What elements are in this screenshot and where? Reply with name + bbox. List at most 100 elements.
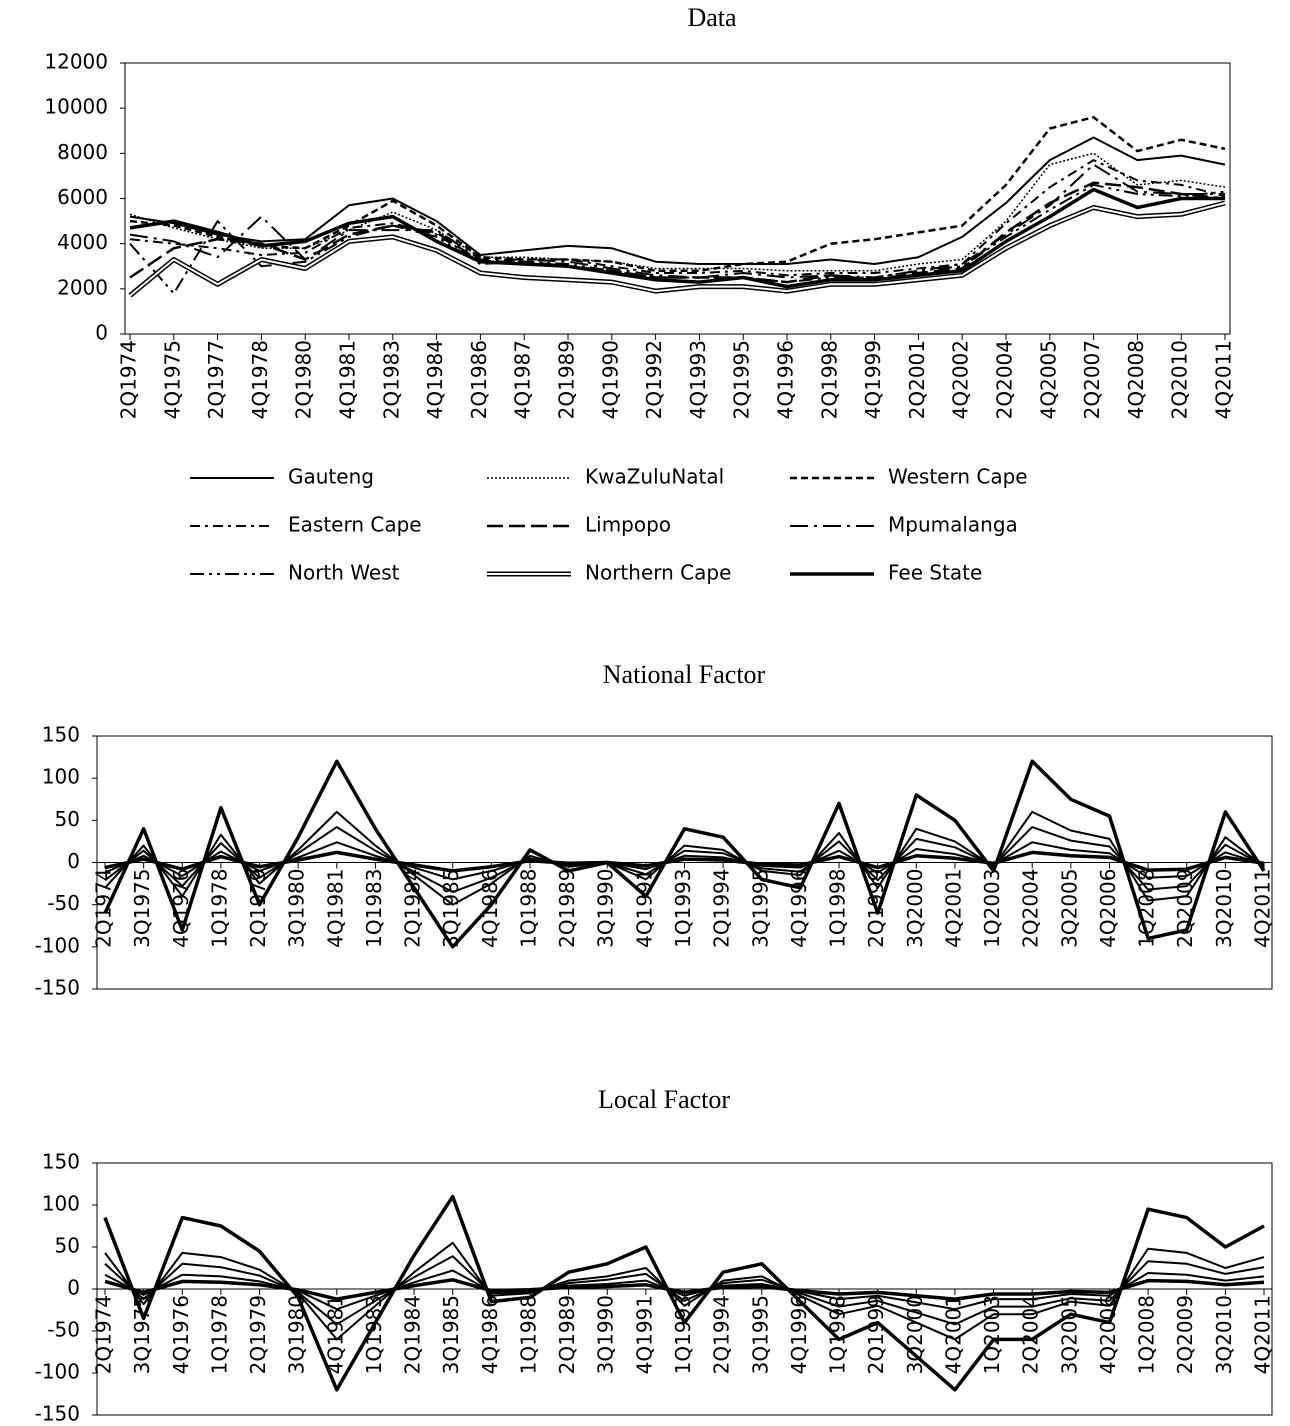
y-tick-label: -100 — [35, 1360, 80, 1384]
x-tick-label: 2Q1998 — [817, 340, 841, 419]
y-tick-label: -50 — [47, 891, 80, 915]
y-tick-label: -150 — [35, 1402, 80, 1426]
x-tick-label: 3Q1995 — [748, 1295, 772, 1374]
series-line — [129, 181, 1226, 284]
y-tick-label: 4000 — [57, 230, 108, 254]
x-tick-label: 2Q2009 — [1173, 1295, 1197, 1374]
x-tick-label: 3Q2010 — [1212, 1295, 1236, 1374]
y-tick-label: 100 — [42, 765, 80, 789]
x-tick-label: 2Q2007 — [1080, 340, 1104, 419]
x-tick-label: 3Q1975 — [130, 869, 154, 948]
x-tick-label: 4Q1999 — [861, 340, 885, 419]
chart-title: Data — [687, 3, 737, 32]
series-line — [129, 163, 1225, 279]
y-tick-label: 50 — [55, 1234, 80, 1258]
series-line — [104, 850, 1265, 873]
x-tick-label: 4Q1981 — [323, 869, 347, 948]
y-tick-label: -100 — [35, 933, 80, 957]
y-tick-label: 0 — [67, 849, 80, 873]
x-tick-label: 4Q2002 — [949, 340, 973, 419]
chart-title: National Factor — [603, 660, 766, 689]
y-tick-label: 100 — [42, 1192, 80, 1216]
x-tick-label: 1Q1998 — [826, 869, 850, 948]
x-tick-label: 4Q1991 — [632, 1295, 656, 1374]
x-tick-label: 2Q1974 — [92, 1295, 116, 1374]
x-tick-label: 2Q1994 — [710, 1295, 734, 1374]
x-tick-label: 4Q2008 — [1124, 340, 1148, 419]
legend-label: Fee State — [888, 561, 982, 585]
y-tick-label: 6000 — [57, 185, 108, 209]
x-tick-label: 2Q2001 — [905, 340, 929, 419]
series-line — [129, 136, 1226, 265]
x-tick-label: 4Q1987 — [511, 340, 535, 419]
x-tick-label: 2Q1980 — [292, 340, 316, 419]
x-tick-label: 2Q1984 — [401, 869, 425, 948]
x-tick-label: 3Q1980 — [285, 1295, 309, 1374]
series-line — [104, 1255, 1265, 1326]
x-tick-label: 4Q2006 — [1096, 869, 1120, 948]
series-line — [104, 841, 1265, 881]
legend-label: Eastern Cape — [288, 513, 422, 537]
x-tick-label: 4Q1976 — [169, 1295, 193, 1374]
x-tick-label: 2Q1989 — [555, 1295, 579, 1374]
y-tick-label: 0 — [67, 1276, 80, 1300]
y-tick-label: 0 — [95, 321, 108, 345]
x-tick-label: 3Q1990 — [594, 1295, 618, 1374]
x-tick-label: 4Q1993 — [686, 340, 710, 419]
x-tick-label: 4Q1990 — [598, 340, 622, 419]
series-line — [129, 183, 1226, 295]
x-tick-label: 2Q1992 — [642, 340, 666, 419]
x-tick-label: 3Q2010 — [1212, 869, 1236, 948]
x-tick-label: 1Q1988 — [516, 869, 540, 948]
x-tick-label: 4Q1981 — [336, 340, 360, 419]
legend-label: Limpopo — [585, 513, 671, 537]
x-tick-label: 4Q1996 — [787, 869, 811, 948]
x-tick-label: 1Q1978 — [207, 869, 231, 948]
legend-label: Northern Cape — [585, 561, 731, 585]
x-tick-label: 4Q1978 — [248, 340, 272, 419]
x-tick-label: 2Q1994 — [710, 869, 734, 948]
x-tick-label: 2Q1989 — [555, 340, 579, 419]
y-tick-label: 10000 — [44, 95, 108, 119]
x-tick-label: 2Q1979 — [246, 1295, 270, 1374]
series-line — [129, 115, 1226, 273]
x-tick-label: 2Q1984 — [401, 1295, 425, 1374]
y-tick-label: 12000 — [44, 50, 108, 74]
legend-label: Gauteng — [288, 465, 374, 489]
x-tick-label: 3Q1980 — [285, 869, 309, 948]
legend-label: KwaZuluNatal — [585, 465, 724, 489]
x-tick-label: 1Q1978 — [207, 1295, 231, 1374]
y-tick-label: 8000 — [57, 140, 108, 164]
x-tick-label: 4Q1986 — [478, 1295, 502, 1374]
x-tick-label: 4Q2011 — [1251, 869, 1275, 948]
y-tick-label: 150 — [42, 723, 80, 747]
series-line — [103, 759, 1266, 949]
series-line — [104, 826, 1265, 893]
x-tick-label: 1Q1993 — [671, 1295, 695, 1374]
x-tick-label: 4Q2005 — [1036, 340, 1060, 419]
x-tick-label: 4Q2011 — [1212, 340, 1236, 419]
x-tick-label: 1Q2003 — [980, 869, 1004, 948]
x-tick-label: 2Q1995 — [730, 340, 754, 419]
x-tick-label: 2Q1989 — [555, 869, 579, 948]
x-tick-label: 1Q1993 — [671, 869, 695, 948]
legend-label: Mpumalanga — [888, 513, 1018, 537]
series-line — [129, 187, 1225, 289]
x-tick-label: 2Q2004 — [1019, 869, 1043, 948]
x-tick-label: 1Q1983 — [362, 869, 386, 948]
x-tick-label: 1Q1988 — [516, 1295, 540, 1374]
x-tick-label: 2Q2004 — [993, 340, 1017, 419]
series-line — [103, 1194, 1265, 1392]
x-tick-label: 3Q1985 — [439, 869, 463, 948]
x-tick-label: 3Q1985 — [439, 1295, 463, 1374]
x-tick-label: 3Q2005 — [1057, 1295, 1081, 1374]
y-tick-label: 2000 — [57, 275, 108, 299]
x-tick-label: 2Q1974 — [117, 340, 141, 419]
x-tick-label: 4Q2001 — [941, 869, 965, 948]
x-tick-label: 4Q1996 — [774, 340, 798, 419]
x-tick-label: 4Q1991 — [632, 869, 656, 948]
x-tick-label: 4Q1975 — [160, 340, 184, 419]
y-tick-label: -50 — [47, 1318, 80, 1342]
plot-area — [124, 62, 1231, 335]
series-line — [104, 810, 1265, 906]
